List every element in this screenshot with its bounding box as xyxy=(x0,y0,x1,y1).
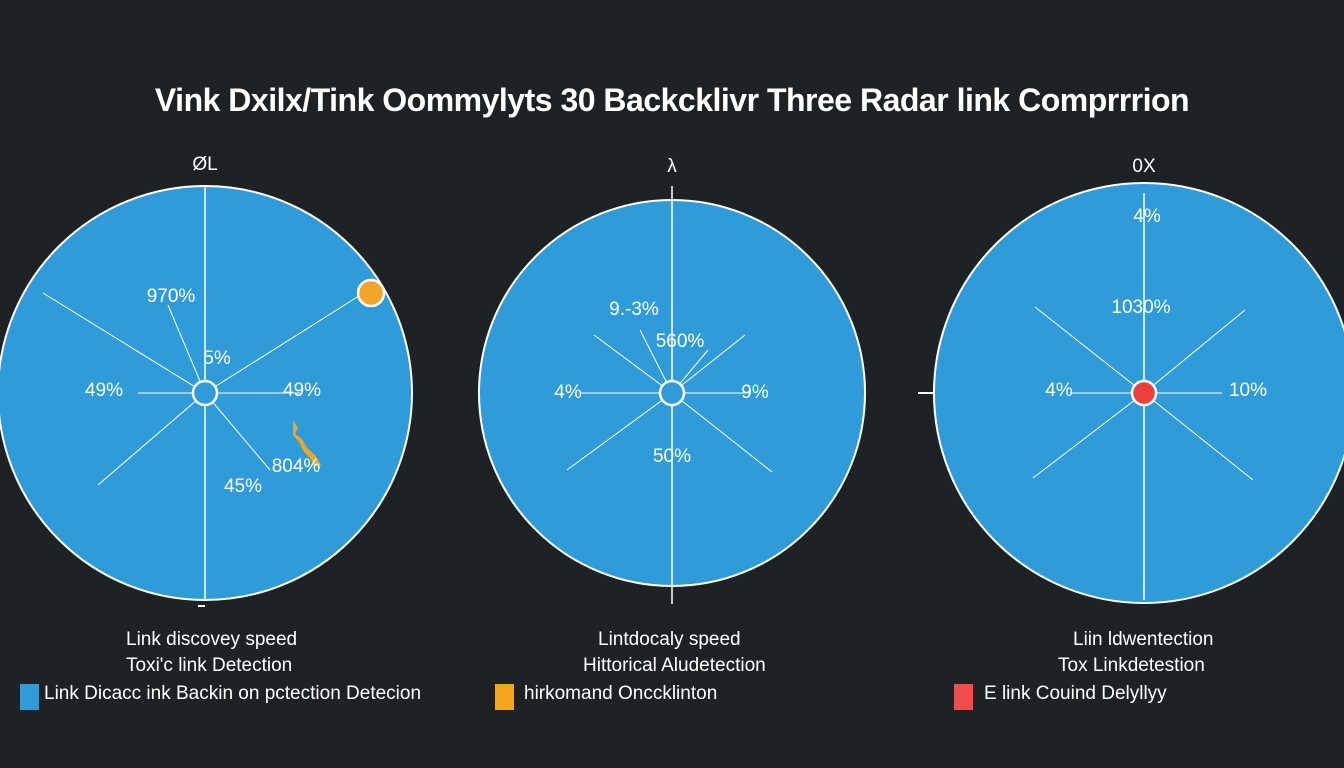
radar-3-label: 4% xyxy=(1045,380,1073,401)
legend-2-line-3: hirkomand Onccklinton xyxy=(524,683,718,704)
radar-3-spoke xyxy=(1032,392,1145,479)
radar-1-label: 49% xyxy=(85,380,123,401)
radar-1-marker xyxy=(356,278,386,308)
radar-1-center xyxy=(191,379,219,407)
radar-1: ØL 970% 5% 49% 49% 804% 45% xyxy=(0,154,413,607)
chart-title: Vink Dxilx/Tink Oommylyts 30 Backcklivr … xyxy=(154,82,1190,118)
radar-1-spoke xyxy=(97,392,206,486)
legend-2-line-2: Hittorical Aludetection xyxy=(583,655,766,676)
radar-1-label: 970% xyxy=(147,286,196,307)
radar-3-spoke xyxy=(1034,306,1145,394)
radar-2-spoke xyxy=(593,334,673,394)
radar-1-label: 49% xyxy=(283,380,321,401)
radar-2-label: 560% xyxy=(656,331,705,352)
radar-2-spoke xyxy=(566,392,673,471)
legend-3-swatch xyxy=(954,684,973,710)
radar-2-label: 9% xyxy=(741,382,769,403)
legend-1-line-1: Link discovey speed xyxy=(126,629,298,650)
radar-1-axis-top-label: ØL xyxy=(192,154,217,175)
radar-2: λ 9.-3% 560% 4% 9% 50% xyxy=(478,156,866,604)
legend-1-line-3: Link Dicacc ink Backin on pctection Dete… xyxy=(44,683,422,704)
radar-1-label: 804% xyxy=(272,456,321,477)
legend-1-swatch xyxy=(20,684,39,710)
radar-2-spoke xyxy=(671,392,773,473)
legend-1-line-2: Toxi'c link Detection xyxy=(126,655,293,676)
radar-1-spoke xyxy=(204,293,363,394)
radar-1-label: 45% xyxy=(224,476,262,497)
radar-3-label: 1030% xyxy=(1111,297,1170,318)
legend-2-line-1: Lintdocaly speed xyxy=(598,629,741,650)
radar-2-spoke xyxy=(671,334,746,394)
legend-3-line-1: Liin ldwentection xyxy=(1073,629,1214,650)
radar-1-spoke xyxy=(167,304,206,394)
legend-3-line-3: E link Couind Delyllyy xyxy=(984,683,1167,704)
radar-1-highlight-mark xyxy=(293,420,321,467)
radar-2-label: 50% xyxy=(653,446,691,467)
radar-3: 0X 4% 1030% 4% 10% xyxy=(918,156,1344,604)
radar-3-label: 4% xyxy=(1133,206,1161,227)
legend-3-line-2: Tox Linkdetestion xyxy=(1058,655,1205,676)
radar-1-spoke xyxy=(204,392,271,471)
radar-3-label: 10% xyxy=(1229,380,1267,401)
radar-2-label: 4% xyxy=(554,382,582,403)
radar-1-label: 5% xyxy=(203,348,231,369)
radar-3-spoke xyxy=(1143,392,1254,481)
radar-3-spoke xyxy=(1143,309,1246,394)
radar-1-spoke xyxy=(42,292,206,394)
radar-3-center-marker xyxy=(1130,379,1158,407)
radar-2-center xyxy=(658,379,686,407)
radar-2-label: 9.-3% xyxy=(609,299,659,320)
radar-3-axis-top-label: 0X xyxy=(1132,156,1156,177)
radar-2-axis-top-label: λ xyxy=(667,156,677,177)
legend-2-swatch xyxy=(495,684,514,710)
